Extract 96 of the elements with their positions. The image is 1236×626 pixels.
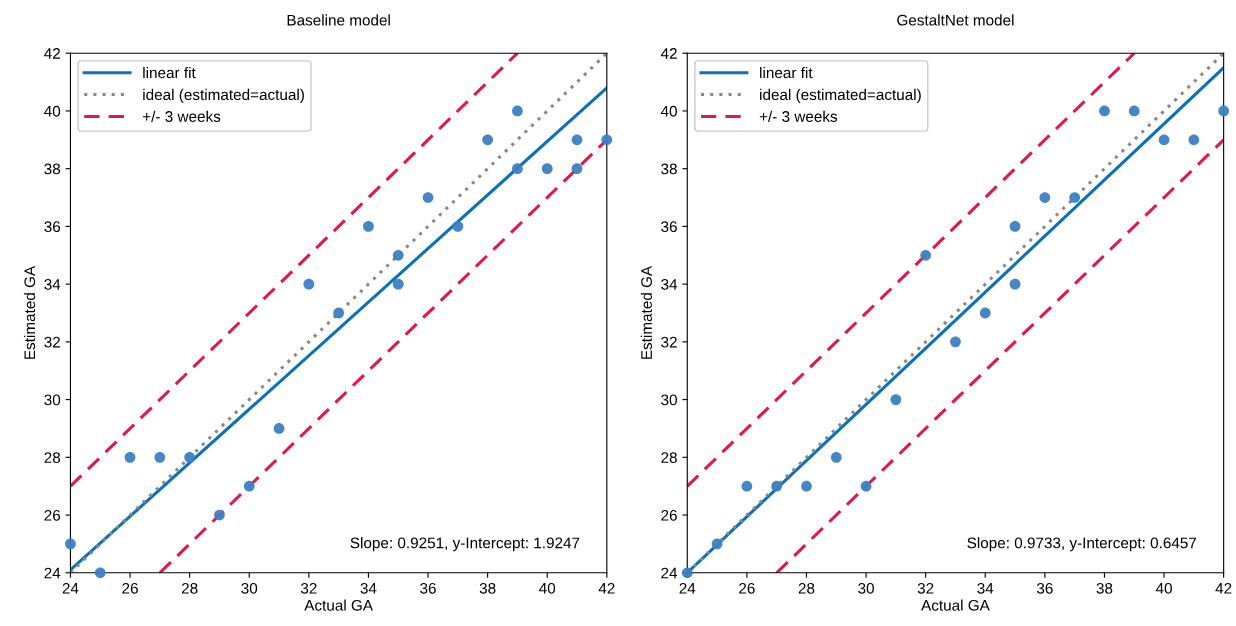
point [801,480,812,492]
y-tick-label: 34 [44,279,61,290]
x-tick-label: 26 [122,582,138,594]
point [681,567,693,579]
x-tick-label: 24 [679,582,696,594]
chart-title: Baseline model [287,14,390,26]
x-tick-label: 40 [1155,582,1172,594]
point [154,451,166,463]
y-tick-label: 32 [661,336,677,348]
point [243,480,255,492]
x-tick-label: 38 [479,582,496,594]
point [333,307,345,319]
x-tick-label: 40 [539,582,556,594]
point [711,538,723,550]
y-tick-label: 32 [44,336,60,348]
x-axis-title: Actual GA [921,599,990,611]
legend-label: ideal (estimated=actual) [760,88,921,104]
point [1009,278,1021,290]
y-tick-label: 42 [660,48,677,59]
x-axis-title: Actual GA [304,599,373,611]
x-tick-label: 30 [241,582,258,594]
point [214,509,225,521]
point [392,278,404,290]
point [1218,105,1230,117]
y-tick-label: 38 [661,163,677,175]
point [512,105,523,117]
point [1188,134,1200,146]
x-tick-label: 42 [1215,582,1232,594]
x-tick-label: 28 [798,582,815,594]
legend-label: +/- 3 weeks [143,110,221,122]
point [273,423,285,434]
y-tick-label: 36 [44,221,61,233]
y-tick-label: 30 [44,394,61,406]
point [571,163,583,175]
point [392,249,404,261]
point [1069,192,1081,203]
point [601,134,613,146]
x-tick-label: 28 [181,582,198,594]
y-tick-label: 26 [44,509,61,521]
point [830,451,842,463]
x-tick-label: 42 [598,582,615,594]
x-tick-label: 32 [300,582,317,594]
x-tick-label: 34 [977,582,994,594]
x-tick-label: 30 [858,582,874,594]
y-tick-label: 26 [661,509,677,521]
x-tick-label: 24 [62,582,79,594]
y-tick-label: 34 [661,279,678,290]
point [950,336,961,348]
annotation: Slope: 0.9733, y-Intercept: 0.6457 [967,537,1197,552]
point [1099,105,1110,117]
x-tick-label: 38 [1096,582,1113,594]
y-tick-label: 28 [661,452,677,464]
x-tick-label: 32 [917,582,934,594]
x-tick-label: 36 [420,582,436,594]
point [741,480,753,492]
y-axis-title: Estimated GA [640,265,652,359]
point [94,567,106,579]
y-tick-label: 30 [661,394,677,406]
y-axis-title: Estimated GA [23,265,36,359]
y-tick-label: 40 [660,105,677,117]
point [860,480,872,492]
point [920,249,932,261]
point [1009,221,1021,232]
point [303,278,315,290]
point [979,307,991,319]
y-tick-label: 38 [44,163,61,175]
point [571,134,583,146]
point [541,163,553,175]
y-tick-label: 40 [44,105,61,117]
y-tick-label: 42 [44,48,60,59]
point [65,538,76,550]
legend-label: linear fit [143,66,196,79]
point [1039,192,1051,203]
point [124,451,136,463]
point [422,192,434,203]
y-tick-label: 24 [44,567,61,579]
point [363,221,374,232]
y-tick-label: 36 [661,221,677,233]
legend-label: linear fit [760,66,813,79]
point [452,221,464,232]
annotation: Slope: 0.9251, y-Intercept: 1.9247 [350,537,580,552]
x-tick-label: 34 [360,582,377,594]
point [1128,105,1140,117]
legend-label: +/- 3 weeks [759,110,838,122]
x-tick-label: 26 [739,582,755,594]
point [512,163,523,175]
chart-title: GestaltNet model [897,14,1014,26]
point [1158,134,1170,146]
point [184,451,196,463]
point [482,134,494,146]
y-tick-label: 28 [44,452,61,464]
point [771,480,783,492]
x-tick-label: 36 [1036,582,1053,594]
legend-label: ideal (estimated=actual) [143,88,304,104]
y-tick-label: 24 [661,567,678,579]
point [890,394,902,405]
